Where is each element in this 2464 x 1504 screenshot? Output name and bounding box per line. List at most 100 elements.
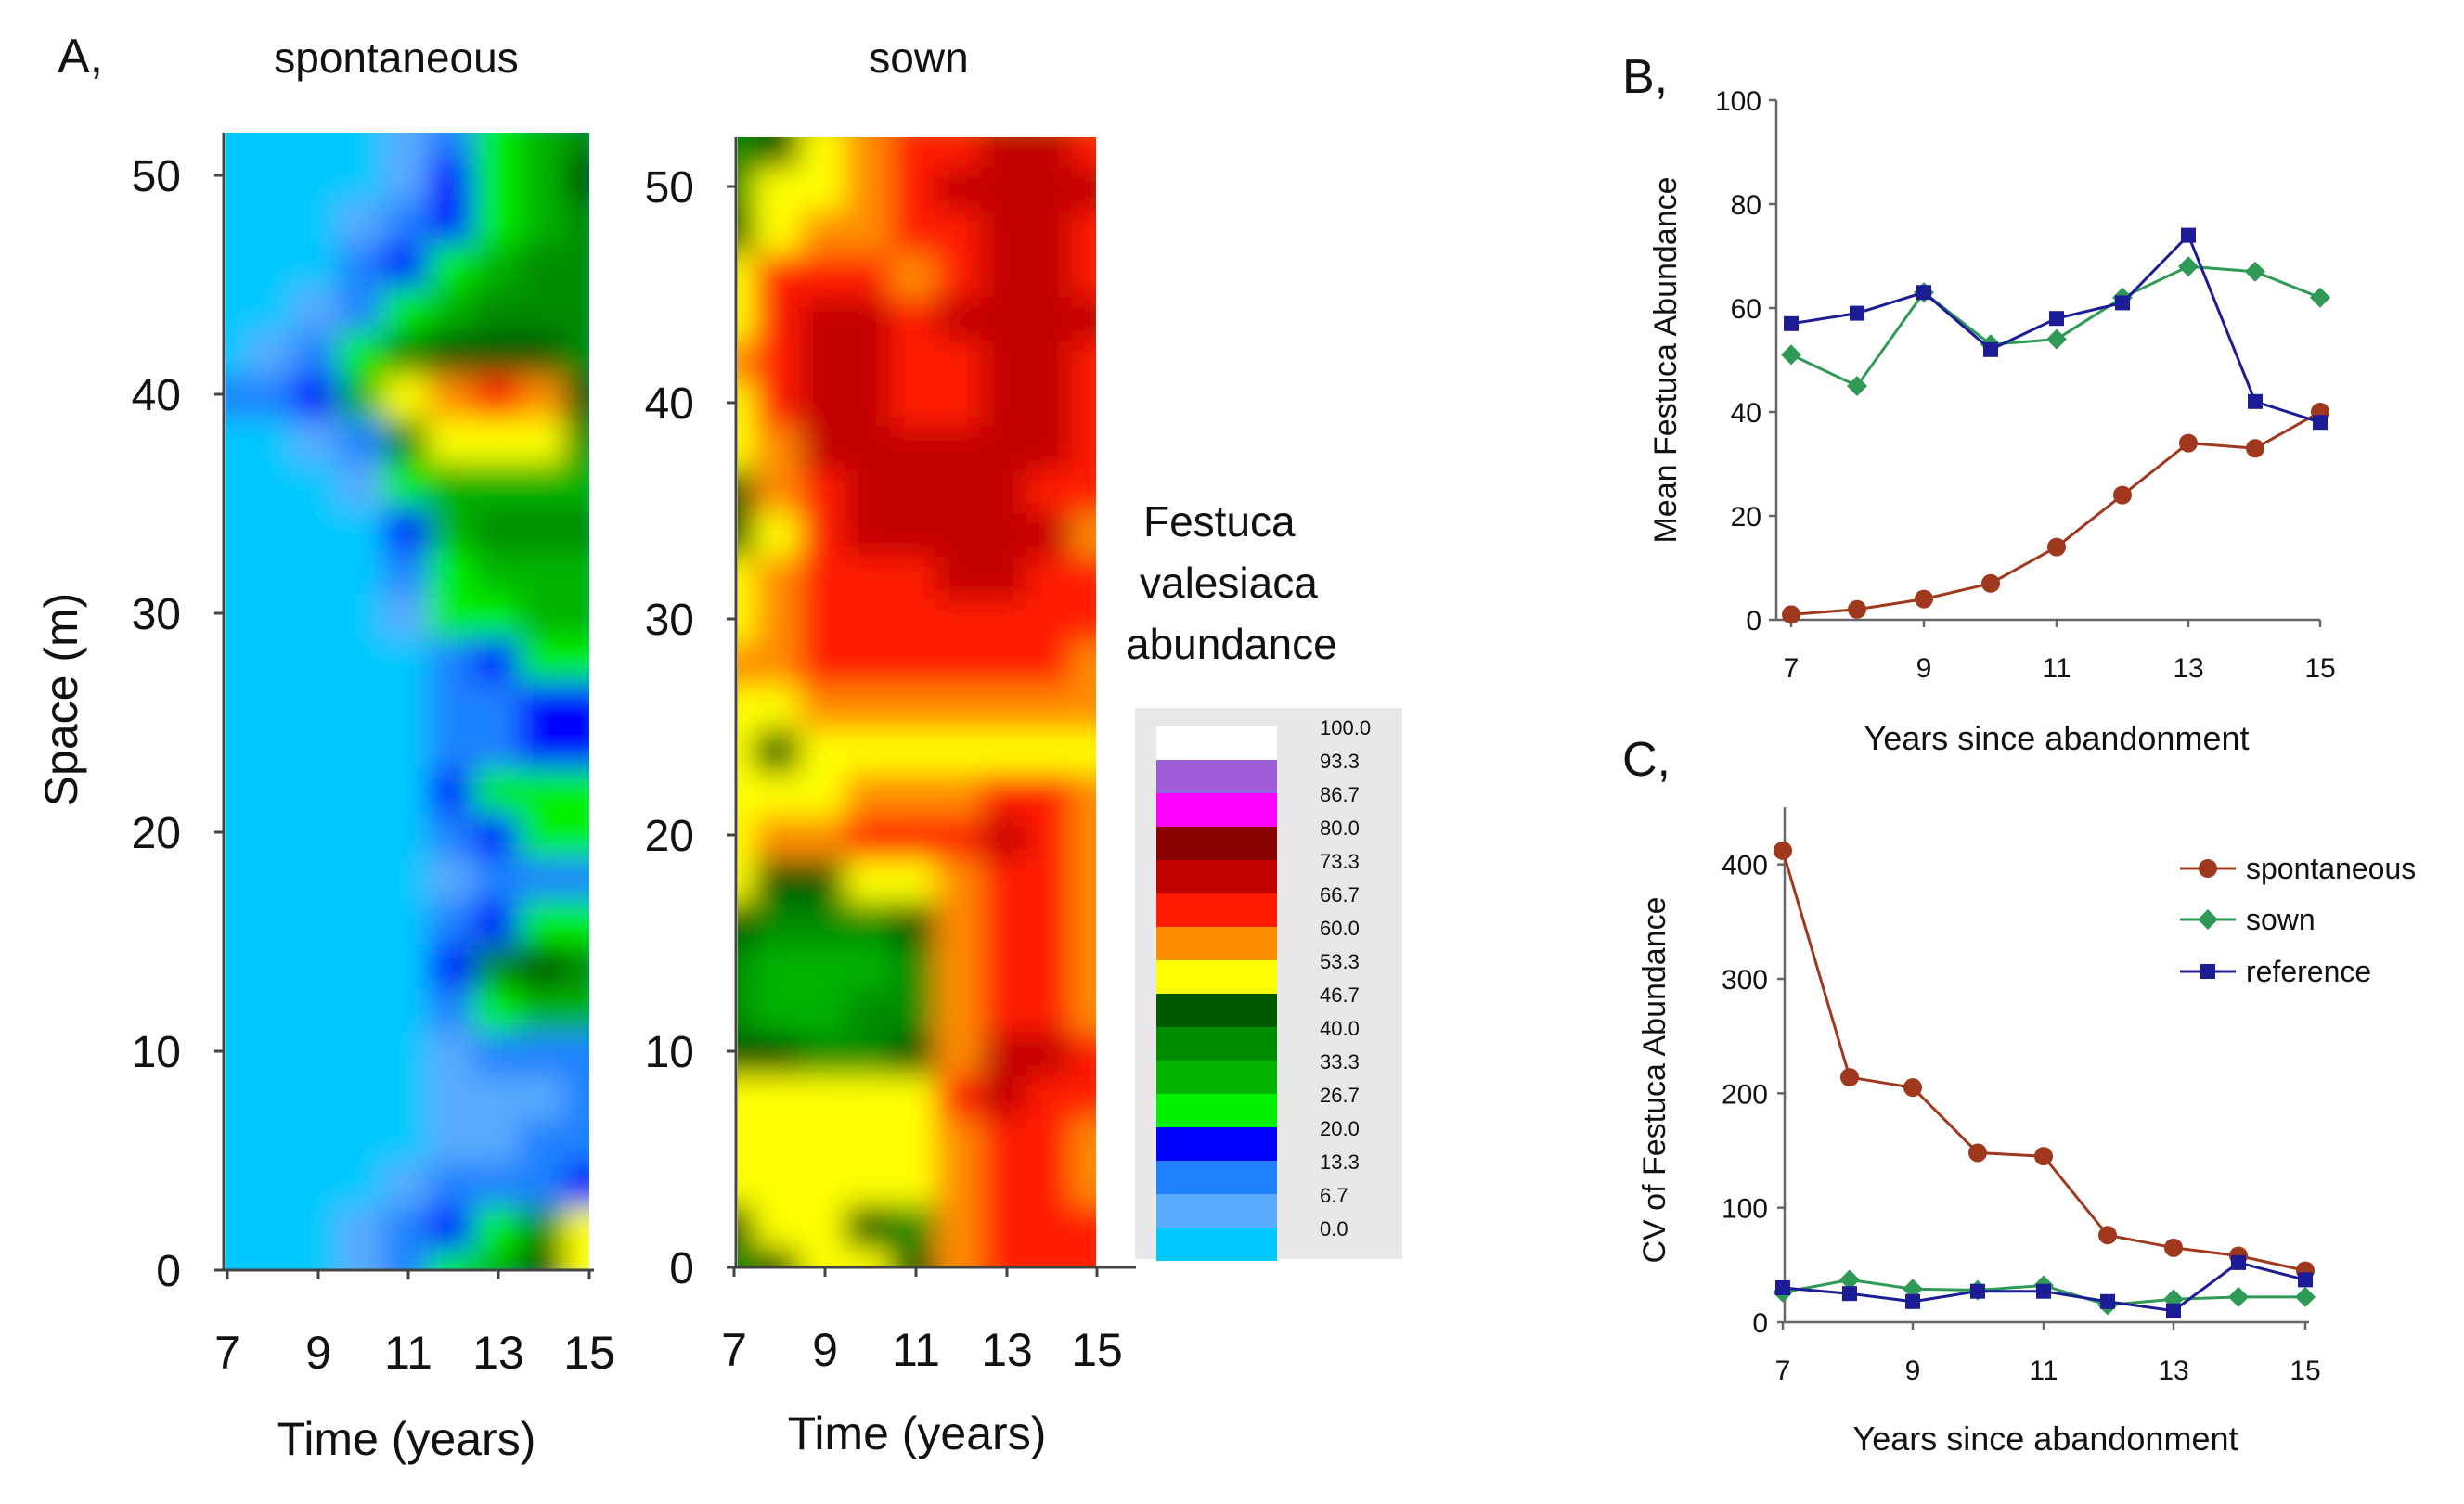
heatmap-sown-cell <box>890 248 941 298</box>
heatmap-sown-cell <box>890 421 941 470</box>
heatmap-sown-cell <box>980 551 1032 600</box>
heatmap-sown-cell <box>845 421 897 470</box>
colorbar-tick-label: 20.0 <box>1320 1117 1360 1140</box>
heatmap-sown-cell <box>1071 767 1096 816</box>
heatmap-sown-cell <box>935 551 987 600</box>
heatmap-spontaneous-cell <box>292 369 343 419</box>
chart-b-point-sown <box>1847 376 1867 396</box>
heatmap-sown-cell <box>980 680 1032 730</box>
chart-b-point-sown <box>2310 287 2330 308</box>
heatmap-spontaneous-cell <box>226 369 253 419</box>
heatmap-sown-cell <box>935 508 987 558</box>
heatmap-sown-cell <box>980 1112 1032 1163</box>
heatmap-spontaneous-cell <box>226 282 253 332</box>
chart-c-x-tick-label: 11 <box>2029 1356 2058 1386</box>
heatmap-spontaneous-cell <box>247 133 299 157</box>
heatmap-sown-cell <box>935 896 987 946</box>
heatmap-sown-y-tick-label: 40 <box>645 379 694 429</box>
heatmap-sown-cell <box>754 161 806 212</box>
heatmap-spontaneous-cell <box>382 1113 434 1163</box>
heatmap-spontaneous-cell <box>563 720 589 770</box>
heatmap-sown-cell <box>1026 161 1077 212</box>
heatmap-spontaneous-cell <box>337 369 389 419</box>
chart-b-point-sown <box>2046 328 2067 350</box>
heatmap-spontaneous-cell <box>226 807 253 857</box>
heatmap-spontaneous-cell <box>292 588 343 638</box>
heatmap-sown-cell <box>1071 248 1096 298</box>
heatmap-sown-cell <box>890 1070 941 1119</box>
chart-b-x-tick-label: 15 <box>2304 653 2335 684</box>
heatmap-sown-cell <box>935 680 987 730</box>
heatmap-sown-cell <box>935 637 987 687</box>
heatmap-sown-cell <box>980 767 1032 816</box>
legend-marker-sown <box>2198 909 2218 930</box>
heatmap-spontaneous-cell <box>428 764 480 814</box>
heatmap-sown-cell <box>754 724 806 774</box>
heatmap-spontaneous-cell <box>473 939 524 989</box>
heatmap-sown-cell <box>754 983 806 1033</box>
chart-b-x-tick-label: 7 <box>1784 653 1800 684</box>
heatmap-sown-cell <box>799 137 851 168</box>
heatmap-spontaneous-cell <box>518 456 570 507</box>
heatmap-spontaneous-cell <box>563 983 589 1033</box>
heatmap-sown-cell <box>754 205 806 254</box>
chart-b-series-reference <box>1790 232 2321 424</box>
heatmap-sown-cell <box>935 464 987 514</box>
heatmap-sown-cell <box>738 421 760 470</box>
heatmap-spontaneous-cell <box>226 501 253 551</box>
heatmap-spontaneous-cell <box>337 1070 389 1120</box>
heatmap-sown-cell <box>799 594 851 644</box>
chart-b-y-tick-label: 20 <box>1731 502 1761 533</box>
heatmap-spontaneous-cell <box>428 1158 480 1208</box>
heatmap-sown-cell <box>738 767 760 816</box>
heatmap-spontaneous-cell <box>247 807 299 857</box>
heatmap-sown-cell <box>799 1026 851 1076</box>
heatmap-spontaneous-cell <box>226 764 253 814</box>
heatmap-spontaneous-cell <box>518 807 570 857</box>
heatmap-sown-cell <box>754 248 806 298</box>
heatmap-spontaneous-cell <box>428 326 480 376</box>
heatmap-spontaneous-cell <box>473 150 524 200</box>
chart-b-point-spontaneous <box>2113 485 2132 505</box>
chart-c-point-sown <box>2295 1286 2316 1307</box>
heatmap-spontaneous-cell <box>563 1113 589 1163</box>
heatmap-sown-cell <box>890 291 941 341</box>
heatmap-spontaneous-cell <box>563 1202 589 1252</box>
heatmap-spontaneous-cell <box>247 238 299 288</box>
panel-label-a: A, <box>58 30 103 84</box>
colorbar-swatch <box>1156 726 1277 760</box>
heatmap-sown-cell <box>980 854 1032 903</box>
heatmap-spontaneous-cell <box>292 194 343 244</box>
heatmap-spontaneous-cell <box>382 282 434 332</box>
colorbar-swatch <box>1156 960 1277 994</box>
heatmap-sown-cell <box>935 378 987 428</box>
heatmap-sown-cell <box>935 854 987 903</box>
chart-b-point-sown <box>1781 344 1801 366</box>
colorbar-title-line-2: valesiaca <box>1140 559 1318 607</box>
heatmap-sown-cell <box>738 637 760 687</box>
heatmap-spontaneous-cell <box>382 675 434 726</box>
heatmap-spontaneous-cell <box>292 764 343 814</box>
heatmap-spontaneous-cell <box>382 939 434 989</box>
heatmap-sown-cell <box>1071 1156 1096 1206</box>
heatmap-spontaneous-cell <box>337 545 389 595</box>
heatmap-sown-cell <box>845 896 897 946</box>
heatmap-sown-cell <box>1071 810 1096 860</box>
heatmap-spontaneous-y-tick-label: 50 <box>132 152 181 201</box>
heatmap-sown-cell <box>754 1112 806 1163</box>
heatmap-spontaneous-cell <box>337 1158 389 1208</box>
heatmap-sown-x-tick-label: 7 <box>721 1324 747 1376</box>
colorbar-tick-label: 86.7 <box>1320 783 1360 806</box>
heatmap-spontaneous-cell <box>382 238 434 288</box>
heatmap-spontaneous-cell <box>382 1026 434 1076</box>
heatmap-sown-cell <box>1026 724 1077 774</box>
heatmap-spontaneous-cell <box>382 501 434 551</box>
heatmap-sown-cell <box>754 1026 806 1076</box>
heatmap-spontaneous-cell <box>382 764 434 814</box>
heatmap-spontaneous-cell <box>428 282 480 332</box>
heatmap-sown-cell <box>1071 137 1096 168</box>
heatmap-spontaneous-cell <box>473 369 524 419</box>
colorbar-swatch <box>1156 1061 1277 1094</box>
heatmap-sown-cell <box>935 1026 987 1076</box>
heatmap-spontaneous-cell <box>563 545 589 595</box>
